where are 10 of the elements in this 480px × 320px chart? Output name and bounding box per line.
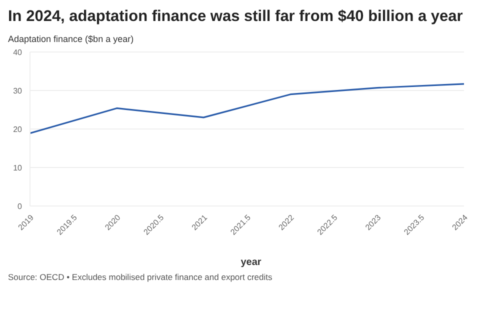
y-tick-label: 10 [13,163,23,172]
y-axis-title: Adaptation finance ($bn a year) [8,34,135,44]
x-axis-title: year [240,256,262,270]
y-tick-label: 20 [13,124,23,134]
source-note: Source: OECD • Excludes mobilised private finance and export credits [8,272,274,282]
y-tick-label: 40 [13,48,23,57]
line-series [30,83,464,134]
chart-title: In 2024, adaptation finance was still far from $40 billion a year [8,8,464,26]
y-tick-label: 0 [18,202,23,211]
y-tick-label: 30 [13,86,23,96]
